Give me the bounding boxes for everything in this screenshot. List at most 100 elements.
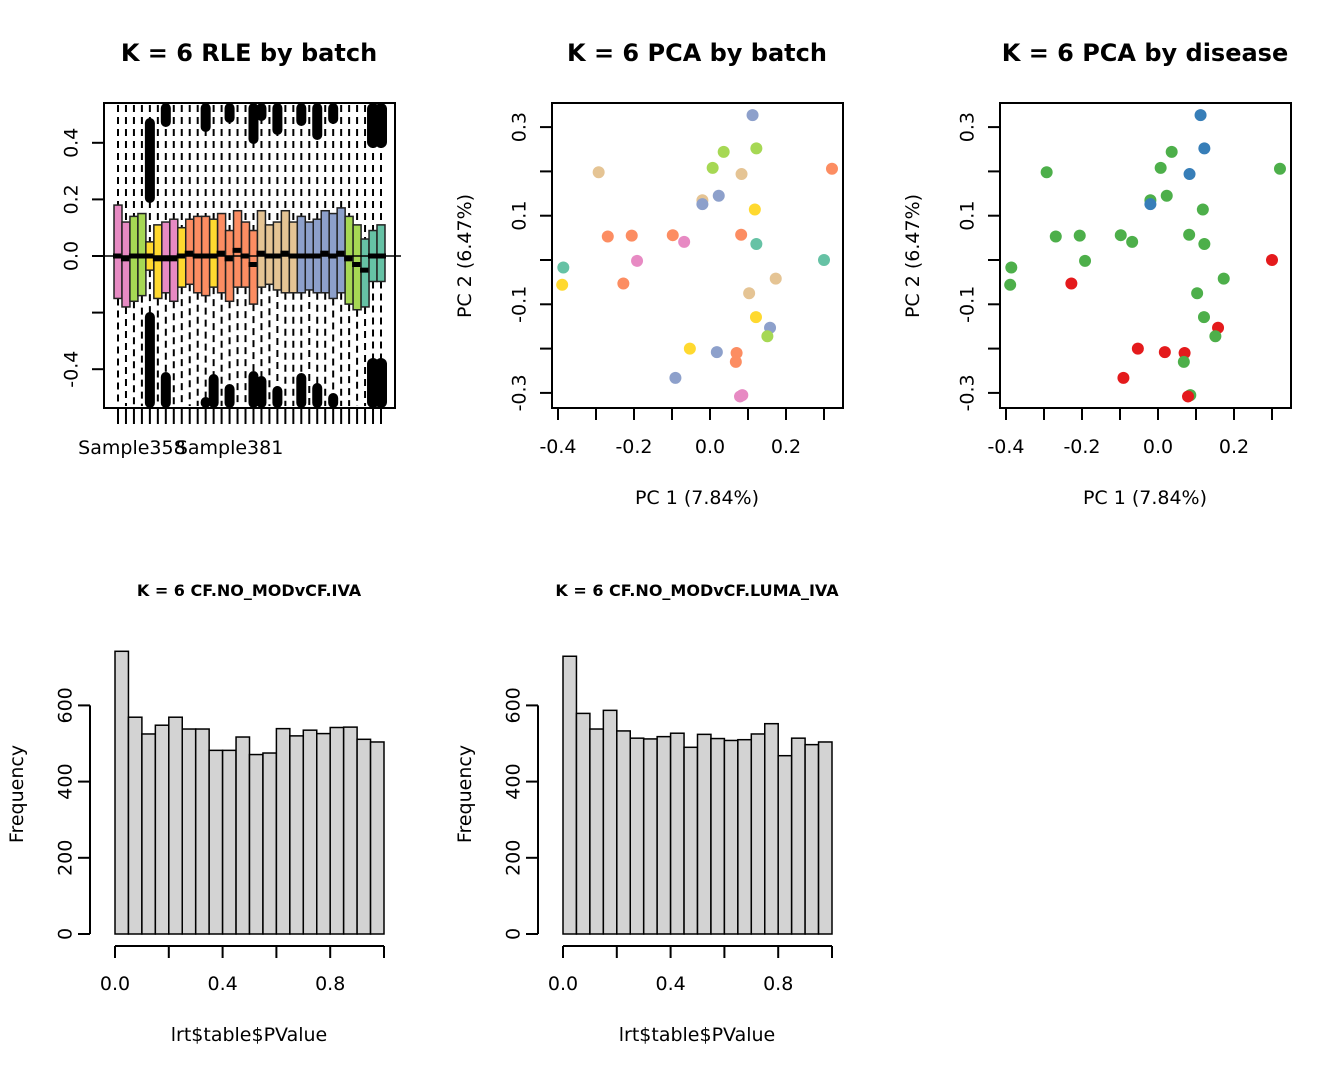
pca-point: [1154, 161, 1167, 174]
hist-bar: [737, 738, 753, 935]
pca-point: [1194, 109, 1207, 122]
pca-point: [825, 162, 838, 175]
pca-xtick-label: 0.2: [771, 436, 801, 458]
pca-batch-ylabel: PC 2 (6.47%): [454, 194, 476, 318]
rle-box: [224, 229, 235, 303]
rle-outliers-bottom: [296, 373, 307, 408]
hist-ytick-label: 600: [503, 687, 525, 723]
rle-outliers-bottom: [208, 374, 219, 408]
hist-bar: [790, 737, 806, 935]
hist-luma-iva-xlabel: lrt$table$PValue: [619, 1024, 775, 1046]
rle-box: [336, 207, 346, 294]
hist-bar: [275, 727, 291, 935]
pca-point: [1182, 390, 1195, 403]
hist-ytick-label: 200: [55, 840, 77, 876]
hist-bar: [817, 741, 833, 935]
pca-point: [683, 342, 696, 355]
hist-bar: [696, 733, 712, 935]
rle-box: [121, 221, 131, 308]
pca-point: [1198, 238, 1211, 251]
pca-point: [617, 277, 630, 290]
pca-point: [625, 229, 638, 242]
hist-bar: [329, 726, 345, 935]
rle-box: [129, 215, 139, 303]
pca-point: [1144, 198, 1157, 211]
pca-xtick-label: -0.4: [539, 436, 576, 458]
hist-iva-plot-area: 0 200 400 600 0.0 0.4 0.8: [55, 650, 385, 995]
hist-ytick-label: 0: [503, 928, 525, 940]
pca-point: [1191, 287, 1204, 300]
pca-point: [631, 254, 644, 267]
pca-point: [749, 311, 762, 324]
pca-ytick-label: -0.1: [509, 286, 531, 323]
hist-bar: [723, 739, 739, 935]
hist-bar: [629, 737, 645, 935]
hist-bar: [289, 735, 305, 935]
rle-outliers-top: [200, 103, 211, 132]
hist-bar: [777, 754, 793, 935]
pca-disease-title: K = 6 PCA by disease: [1002, 39, 1289, 67]
rle-outliers-top: [296, 103, 307, 126]
hist-xtick-label: 0.0: [548, 973, 578, 995]
hist-bar: [562, 655, 578, 935]
pca-ytick-label: 0.3: [509, 112, 531, 142]
pca-point: [1040, 166, 1053, 179]
rle-outliers-bottom: [144, 312, 155, 408]
pca-point: [1004, 278, 1017, 291]
pca-disease-plot-area: -0.4 -0.2 0.0 0.2 0.3 0.1 -0.1 -0.3: [957, 102, 1292, 458]
rle-outliers-bottom: [312, 383, 323, 408]
hist-bar: [154, 724, 170, 935]
pca-ytick-label: -0.3: [957, 374, 979, 411]
pca-point: [557, 261, 570, 274]
hist-bar: [669, 732, 685, 935]
rle-outliers-bottom: [224, 384, 235, 408]
rle-box: [208, 218, 219, 288]
hist-bar: [750, 733, 766, 935]
pca-point: [1183, 168, 1196, 181]
pca-point: [706, 161, 719, 174]
hist-xtick-label: 0.8: [763, 973, 793, 995]
pca-point: [1114, 229, 1127, 242]
rle-outliers-top: [160, 103, 171, 127]
hist-xtick-label: 0.0: [100, 973, 130, 995]
pca-point: [696, 198, 709, 211]
hist-bar: [194, 728, 210, 935]
pca-point: [746, 109, 759, 122]
hist-bar: [642, 738, 658, 935]
rle-ytick-label: 0.4: [61, 128, 83, 158]
hist-iva-title: K = 6 CF.NO_MODvCF.IVA: [137, 581, 362, 600]
pca-point: [712, 189, 725, 202]
hist-bar: [114, 650, 130, 935]
rle-xtick-label: Sample381: [176, 437, 284, 459]
pca-point: [735, 228, 748, 241]
hist-luma-iva-plot-area: 0 200 400 600 0.0 0.4 0.8: [503, 655, 833, 995]
pca-point: [734, 390, 747, 403]
hist-luma-iva-ylabel: Frequency: [454, 745, 476, 843]
rle-box: [256, 209, 267, 288]
pca-point: [729, 355, 742, 368]
pca-xtick-label: 0.0: [695, 436, 725, 458]
hist-bar: [764, 722, 779, 935]
pca-point: [1266, 254, 1278, 266]
hist-bar: [141, 733, 157, 935]
pca-point: [678, 235, 691, 248]
rle-ytick-label: 0.2: [61, 184, 83, 214]
pca-point: [818, 254, 830, 266]
pca-point: [1165, 145, 1178, 158]
rle-outliers-top: [256, 103, 267, 121]
rle-outliers-top: [312, 103, 323, 140]
pca-disease-xlabel: PC 1 (7.84%): [1083, 487, 1207, 509]
rle-box: [113, 204, 123, 300]
hist-luma-iva-panel: K = 6 CF.NO_MODvCF.LUMA_IVA lrt$table$PV…: [454, 581, 839, 1046]
pca-point: [1158, 346, 1171, 359]
pca-point: [748, 203, 761, 216]
hist-ytick-label: 200: [503, 840, 525, 876]
pca-point: [592, 166, 605, 179]
pca-point: [1065, 277, 1078, 290]
hist-bar: [804, 743, 820, 935]
hist-bar: [168, 716, 184, 935]
pca-point: [1079, 254, 1092, 267]
pca-point: [1198, 142, 1211, 155]
